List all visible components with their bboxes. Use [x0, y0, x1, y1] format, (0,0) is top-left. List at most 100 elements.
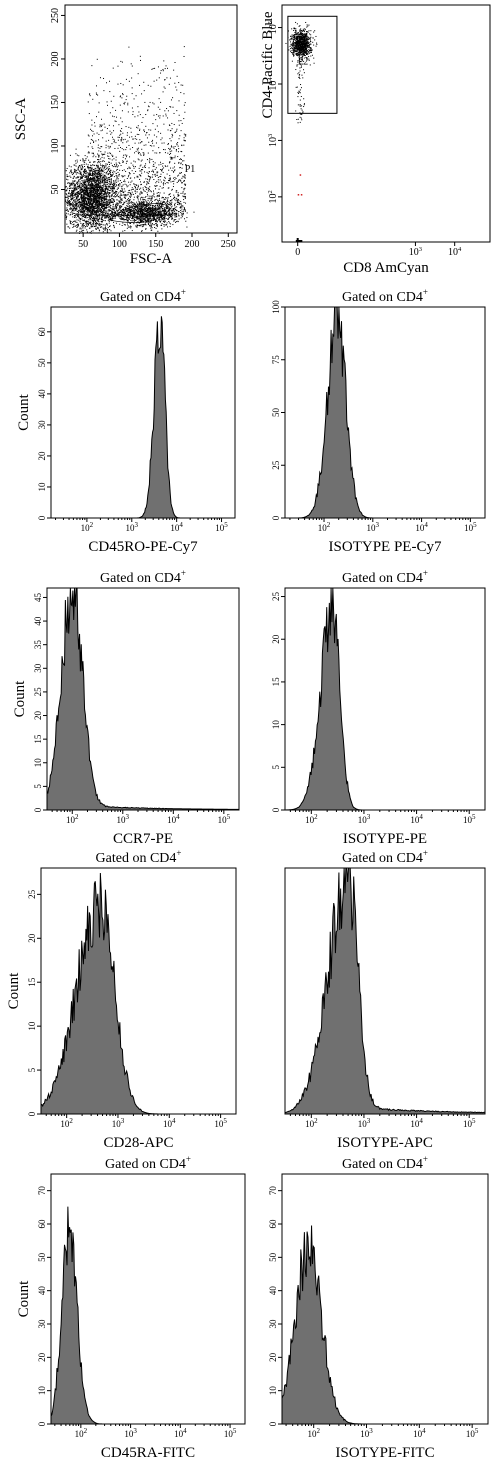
event-dot: [120, 206, 122, 208]
event-dot: [153, 212, 155, 214]
event-dot: [72, 208, 74, 210]
event-dot: [137, 204, 139, 206]
event-dot: [95, 176, 97, 178]
event-dot: [94, 211, 96, 213]
event-dot: [127, 211, 129, 213]
event-dot: [118, 124, 120, 126]
event-dot: [119, 207, 121, 209]
event-dot: [93, 212, 95, 214]
event-dot: [75, 177, 77, 179]
event-dot: [89, 196, 91, 198]
event-dot: [163, 225, 165, 227]
event-dot: [114, 165, 116, 167]
event-dot: [91, 124, 93, 126]
event-dot: [96, 194, 98, 196]
event-dot: [142, 169, 144, 171]
event-dot: [144, 212, 146, 214]
event-dot: [135, 188, 137, 190]
event-dot: [155, 224, 157, 226]
event-dot: [83, 216, 85, 218]
event-dot: [80, 191, 82, 193]
event-dot: [115, 213, 117, 215]
event-dot: [146, 171, 148, 173]
event-dot: [113, 185, 115, 187]
event-dot: [99, 205, 101, 207]
event-dot: [167, 217, 169, 219]
event-dot: [115, 192, 117, 194]
event-dot: [97, 194, 99, 196]
event-dot: [87, 186, 89, 188]
event-dot: [121, 190, 123, 192]
event-dot: [167, 214, 169, 216]
event-dot: [152, 214, 154, 216]
event-dot: [83, 198, 85, 200]
event-dot: [83, 204, 85, 206]
event-dot: [92, 171, 94, 173]
event-dot: [151, 229, 153, 231]
event-dot: [104, 214, 106, 216]
event-dot: [110, 205, 112, 207]
event-dot: [86, 194, 88, 196]
event-dot: [182, 212, 184, 214]
event-dot: [119, 169, 121, 171]
event-dot: [85, 174, 87, 176]
plot-frame: [64, 4, 238, 234]
event-dot: [131, 193, 133, 195]
event-dot: [174, 179, 176, 181]
event-dot: [112, 208, 114, 210]
event-dot: [145, 201, 147, 203]
event-dot: [140, 208, 142, 210]
event-dot: [98, 206, 100, 208]
event-dot: [109, 179, 111, 181]
event-dot: [125, 170, 127, 172]
event-dot: [162, 183, 164, 185]
event-dot: [125, 219, 127, 221]
event-dot: [86, 204, 88, 206]
event-dot: [153, 217, 155, 219]
event-dot: [86, 192, 88, 194]
event-dot: [83, 160, 85, 162]
event-dot: [88, 227, 90, 229]
event-dot: [130, 209, 132, 211]
event-dot: [100, 218, 102, 220]
event-dot: [155, 227, 157, 229]
event-dot: [132, 138, 134, 140]
event-dot: [141, 226, 143, 228]
event-dot: [69, 201, 71, 203]
event-dot: [99, 230, 101, 232]
event-dot: [133, 223, 135, 225]
event-dot: [146, 209, 148, 211]
event-dot: [98, 205, 100, 207]
event-dot: [171, 136, 173, 138]
event-dot: [179, 172, 181, 174]
event-dot: [177, 200, 179, 202]
event-dot: [144, 218, 146, 220]
event-dot: [156, 114, 158, 116]
event-dot: [180, 203, 182, 205]
event-dot: [161, 202, 163, 204]
event-dot: [101, 215, 103, 217]
event-dot: [139, 202, 141, 204]
event-dot: [131, 213, 133, 215]
event-dot: [162, 165, 164, 167]
event-dot: [97, 223, 99, 225]
event-dot: [92, 188, 94, 190]
event-dot: [112, 211, 114, 213]
event-dot: [84, 193, 86, 195]
event-dot: [141, 207, 143, 209]
event-dot: [121, 175, 123, 177]
event-dot: [137, 125, 139, 127]
event-dot: [182, 176, 184, 178]
event-dot: [149, 214, 151, 216]
event-dot: [172, 97, 174, 99]
event-dot: [122, 188, 124, 190]
event-dot: [140, 220, 142, 222]
event-dot: [141, 216, 143, 218]
event-dot: [118, 196, 120, 198]
event-dot: [72, 212, 74, 214]
event-dot: [113, 187, 115, 189]
event-dot: [166, 197, 168, 199]
event-dot: [103, 202, 105, 204]
event-dot: [94, 195, 96, 197]
event-dot: [89, 196, 91, 198]
